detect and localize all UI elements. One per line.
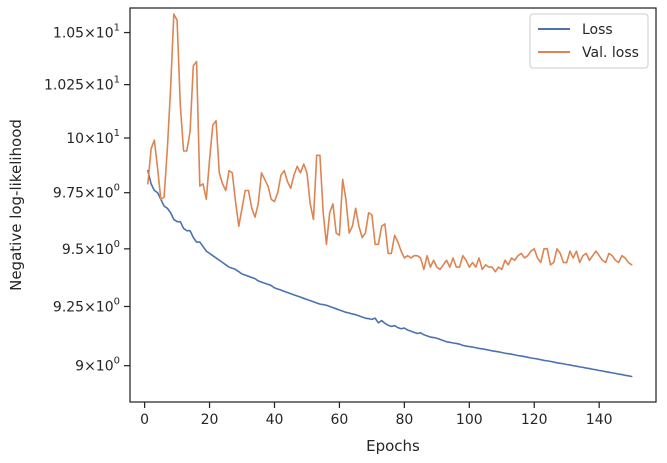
- series-line-val-loss: [147, 13, 633, 273]
- plot-area: [147, 13, 633, 378]
- axes-frame: [129, 7, 657, 403]
- y-tick-label: 1.025×101: [44, 75, 120, 94]
- x-tick-label: 100: [456, 412, 483, 428]
- y-tick-label: 9×100: [75, 356, 120, 375]
- x-tick-label: 20: [201, 412, 219, 428]
- y-tick-label: 9.75×100: [53, 183, 120, 202]
- x-axis: 0 20 40 60 80 100 120 140: [140, 402, 613, 428]
- legend-label-val-loss: Val. loss: [582, 45, 639, 61]
- y-tick-label: 9.5×100: [62, 239, 120, 258]
- y-axis: 9×100 9.25×100 9.5×100 9.75×100 10×101 1.025×…: [44, 23, 130, 375]
- y-tick-label: 1.05×101: [53, 23, 120, 42]
- y-tick-label: 10×101: [66, 128, 120, 147]
- x-tick-label: 40: [266, 412, 284, 428]
- legend-label-loss: Loss: [582, 22, 613, 38]
- y-tick-label: 9.25×100: [53, 296, 120, 315]
- x-tick-label: 60: [331, 412, 349, 428]
- legend: Loss Val. loss: [529, 13, 649, 69]
- legend-box: [529, 13, 649, 69]
- series-line-loss: [147, 169, 633, 378]
- x-tick-label: 120: [521, 412, 548, 428]
- x-axis-label: Epochs: [366, 437, 420, 455]
- x-tick-label: 140: [586, 412, 613, 428]
- x-tick-label: 80: [395, 412, 413, 428]
- x-tick-label: 0: [140, 412, 149, 428]
- y-axis-label: Negative log-likelihood: [7, 119, 25, 291]
